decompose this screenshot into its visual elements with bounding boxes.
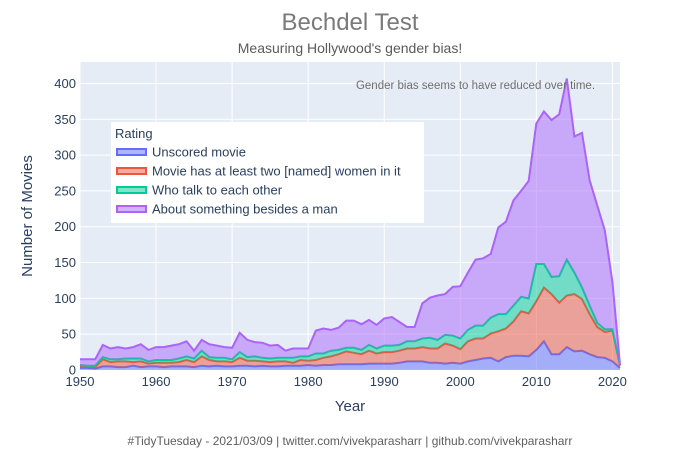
chart-subtitle: Measuring Hollywood's gender bias! [238, 40, 462, 56]
x-tick-label: 1990 [370, 374, 399, 389]
area-series [79, 78, 621, 370]
chart-footer: #TidyTuesday - 2021/03/09 | twitter.com/… [128, 434, 573, 448]
x-tick-label: 2000 [446, 374, 475, 389]
legend[interactable]: Rating Unscored movie Movie has at least … [111, 122, 424, 223]
y-axis-label: Number of Movies [19, 155, 36, 277]
legend-swatch [116, 167, 147, 175]
legend-item-about-something-besides-a-man[interactable]: About something besides a man [116, 202, 338, 217]
area-unscored-movie [80, 341, 620, 370]
y-tick-label: 200 [54, 219, 76, 234]
y-tick-label: 0 [69, 363, 76, 378]
y-tick-label: 300 [54, 148, 76, 163]
x-tick-label: 1960 [142, 374, 171, 389]
legend-swatch [116, 148, 147, 156]
legend-swatch [116, 205, 147, 213]
area-who-talk-to-each-other [80, 259, 620, 368]
legend-items[interactable]: Unscored movie Movie has at least two [na… [116, 145, 401, 217]
line-about-something-besides-a-man [80, 78, 621, 366]
area-movie-has-at-least-two-named-women-in-it [80, 287, 620, 369]
y-tick-label: 350 [54, 112, 76, 127]
legend-title: Rating [115, 126, 153, 141]
x-tick-label: 2020 [598, 374, 627, 389]
y-tick-label: 150 [54, 255, 76, 270]
legend-box [111, 122, 424, 223]
legend-item-who-talk-to-each-other[interactable]: Who talk to each other [116, 183, 283, 198]
x-axis-label: Year [335, 398, 365, 415]
y-tick-label: 100 [54, 291, 76, 306]
legend-label: Unscored movie [152, 145, 246, 160]
y-tick-label: 400 [54, 76, 76, 91]
y-tick-labels: 0 50 100 150 200 250 300 350 400 [54, 76, 76, 378]
chart-annotation: Gender bias seems to have reduced over t… [356, 80, 595, 92]
x-tick-labels: 1950 1960 1970 1980 1990 2000 2010 2020 [66, 374, 627, 389]
legend-swatch [116, 186, 147, 194]
x-tick-label: 1980 [294, 374, 323, 389]
legend-label: Movie has at least two [named] women in … [152, 164, 401, 179]
x-tick-label: 2010 [522, 374, 551, 389]
y-tick-label: 50 [62, 327, 76, 342]
y-tick-label: 250 [54, 183, 76, 198]
area-about-something-besides-a-man [80, 78, 620, 366]
x-tick-label: 1970 [218, 374, 247, 389]
legend-item-unscored-movie[interactable]: Unscored movie [116, 145, 246, 160]
x-tick-label: 1950 [66, 374, 95, 389]
legend-item-movie-has-at-least-two-named-women-in-it[interactable]: Movie has at least two [named] women in … [116, 164, 401, 179]
legend-label: About something besides a man [152, 202, 338, 217]
legend-label: Who talk to each other [152, 183, 283, 198]
chart-title: Bechdel Test [282, 9, 419, 36]
